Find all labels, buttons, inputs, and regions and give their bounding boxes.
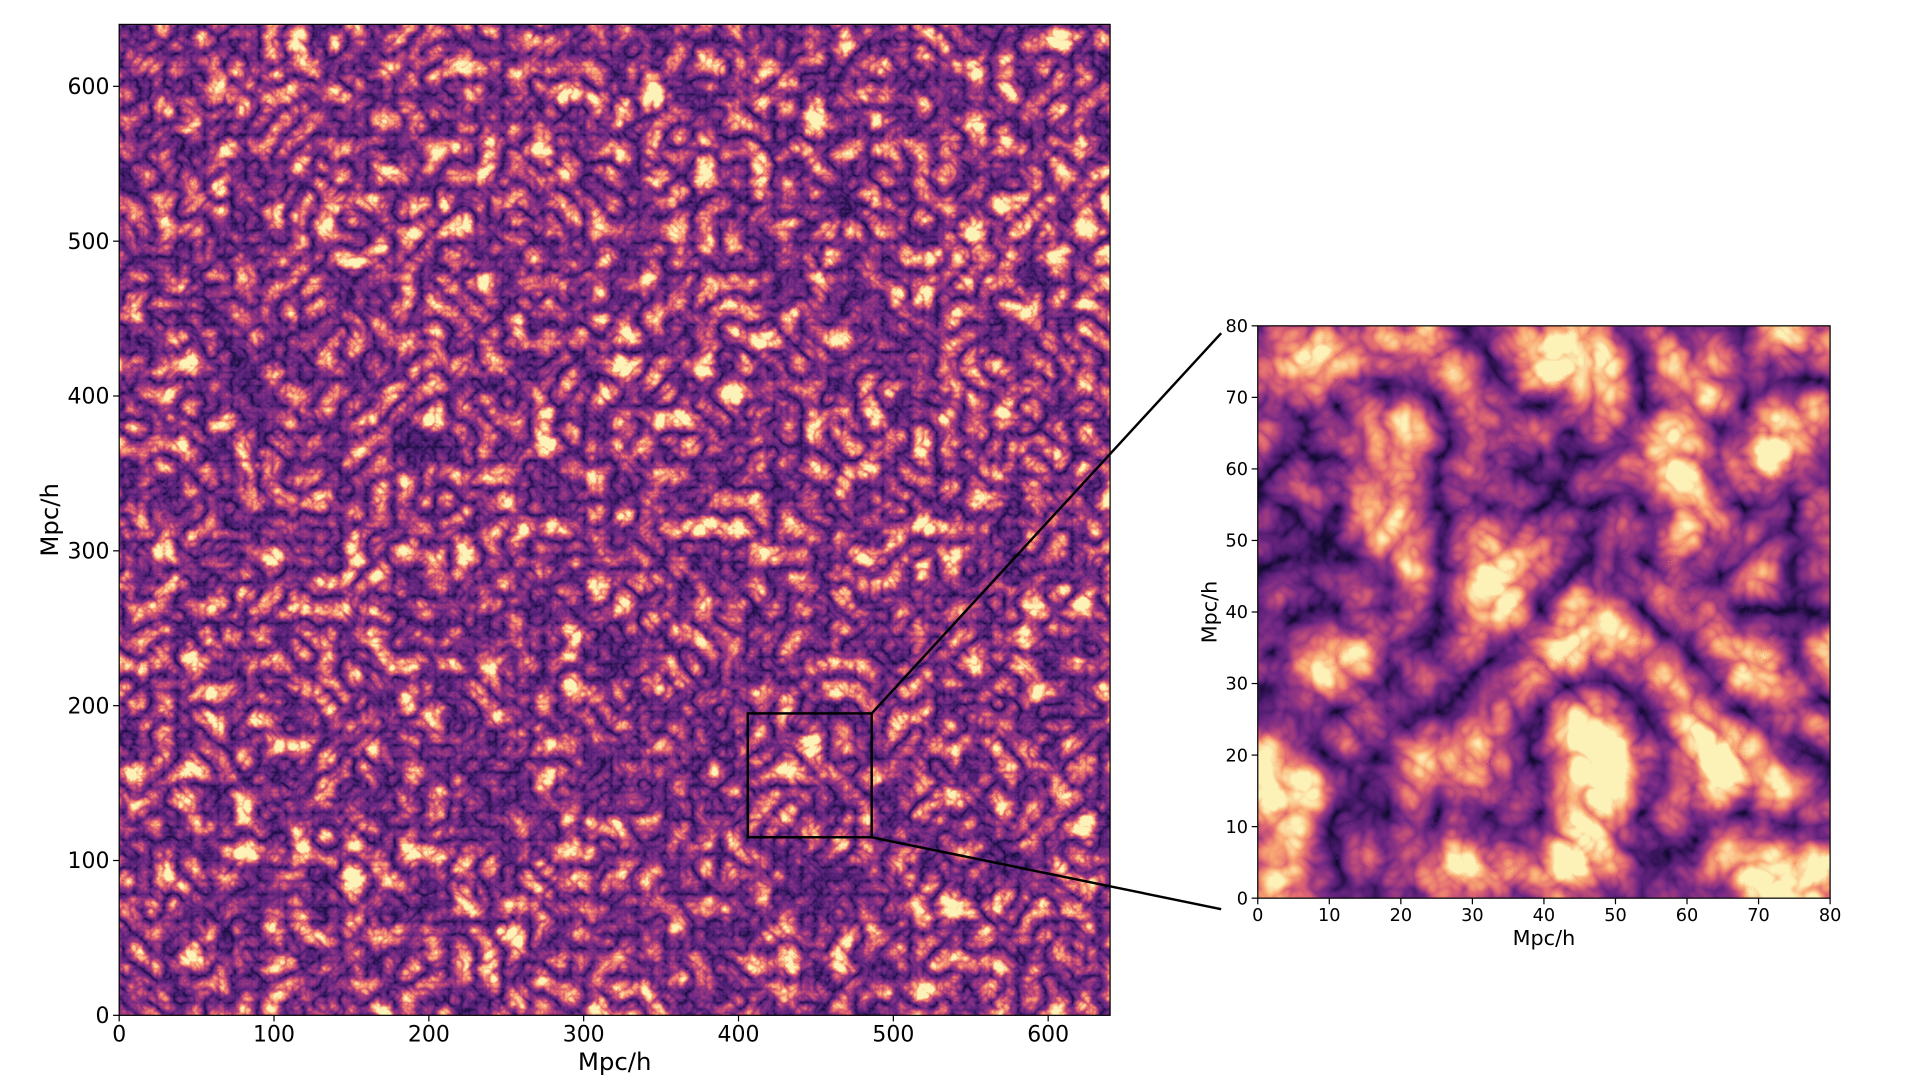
y-tick-label: 60 [1225, 460, 1248, 480]
y-tick-label: 0 [1237, 889, 1248, 909]
density-image [119, 24, 1111, 1016]
connector-line [871, 836, 1222, 911]
y-tick-label: 70 [1225, 389, 1248, 409]
x-axis-label: Mpc/h [578, 1047, 652, 1076]
x-tick-label: 100 [253, 1022, 295, 1047]
y-tick-label: 80 [1225, 317, 1248, 337]
y-tick-label: 40 [1225, 603, 1248, 623]
zoom-box [746, 712, 873, 839]
x-tick-label: 0 [112, 1022, 126, 1047]
x-tick-label: 0 [1252, 906, 1263, 926]
y-tick-label: 0 [95, 1004, 109, 1029]
y-tick-label: 300 [68, 540, 110, 565]
y-tick-label: 10 [1225, 818, 1248, 838]
x-tick-label: 200 [408, 1022, 450, 1047]
y-tick-label: 200 [68, 694, 110, 719]
y-tick-label: 600 [68, 75, 110, 100]
y-tick-label: 400 [68, 385, 110, 410]
x-tick-label: 40 [1533, 906, 1556, 926]
x-tick-label: 50 [1604, 906, 1627, 926]
x-tick-label: 20 [1390, 906, 1413, 926]
connector-line [870, 332, 1223, 715]
y-tick-label: 30 [1225, 675, 1248, 695]
axes-frame [118, 23, 1111, 1016]
y-tick-label: 20 [1225, 746, 1248, 766]
density-image [1257, 325, 1831, 899]
y-axis-label: Mpc/h [1197, 581, 1221, 644]
x-axis-label: Mpc/h [1513, 926, 1576, 950]
x-tick-label: 30 [1461, 906, 1484, 926]
x-tick-label: 60 [1676, 906, 1699, 926]
x-tick-label: 300 [563, 1022, 605, 1047]
x-tick-label: 70 [1747, 906, 1770, 926]
y-tick-label: 100 [68, 849, 110, 874]
y-axis-label: Mpc/h [35, 483, 64, 557]
x-tick-label: 500 [872, 1022, 914, 1047]
y-tick-label: 500 [68, 230, 110, 255]
y-tick-label: 50 [1225, 532, 1248, 552]
x-tick-label: 10 [1318, 906, 1341, 926]
x-tick-label: 600 [1027, 1022, 1069, 1047]
x-tick-label: 80 [1819, 906, 1842, 926]
x-tick-label: 400 [718, 1022, 760, 1047]
